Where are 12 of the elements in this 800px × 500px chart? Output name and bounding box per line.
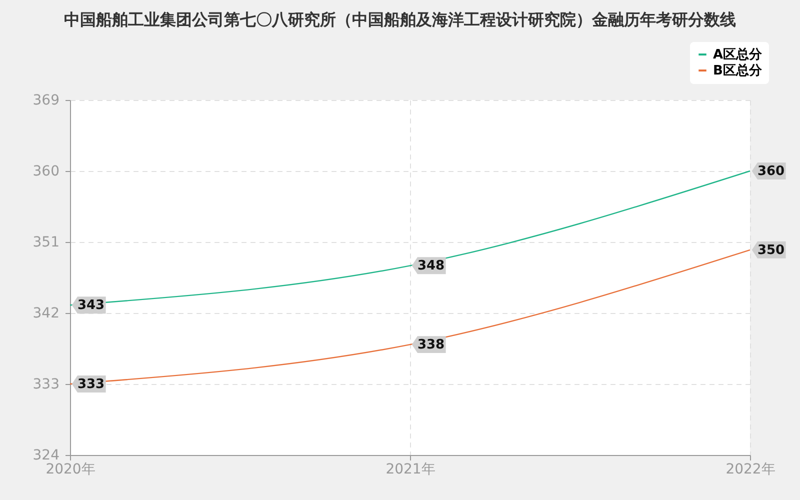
y-tick-label: 342: [32, 306, 60, 322]
y-tick-label: 369: [32, 92, 60, 108]
chart-title: 中国船舶工业集团公司第七〇八研究所（中国船舶及海洋工程设计研究院）金融历年考研分数线: [63, 10, 737, 31]
x-tick-label: 2022年: [726, 462, 776, 478]
legend-label: A区总分: [713, 46, 764, 62]
x-tick-label: 2021年: [386, 462, 436, 478]
y-tick-label: 351: [32, 234, 60, 250]
y-tick-label: 324: [32, 448, 60, 464]
y-tick-label: 333: [32, 376, 60, 392]
x-tick-label: 2020年: [46, 462, 96, 478]
y-tick-label: 360: [32, 164, 60, 180]
legend-label: B区总分: [713, 62, 763, 78]
